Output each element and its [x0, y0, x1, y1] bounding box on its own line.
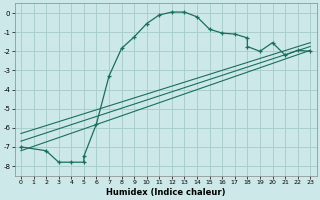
X-axis label: Humidex (Indice chaleur): Humidex (Indice chaleur) [106, 188, 225, 197]
